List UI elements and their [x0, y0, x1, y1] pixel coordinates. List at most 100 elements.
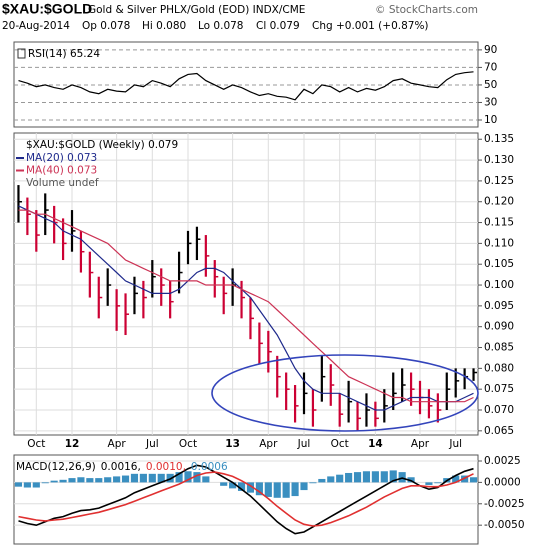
histogram-bar — [425, 482, 433, 485]
histogram-bar — [139, 473, 147, 483]
moving-average — [18, 209, 474, 403]
histogram-bar — [309, 482, 317, 484]
y-tick-label: 10 — [484, 114, 497, 126]
macd-line — [18, 464, 474, 535]
panel-frame — [13, 132, 479, 436]
histogram-bar — [389, 470, 397, 483]
legend-title: $XAU:$GOLD (Weekly) 0.079 — [26, 139, 178, 151]
x-tick-label: Apr — [259, 438, 278, 450]
x-tick-label: 14 — [368, 438, 383, 450]
histogram-bar — [434, 482, 442, 484]
x-tick-label: Jul — [297, 438, 311, 450]
index-name: Gold & Silver PHLX/Gold (EOD) INDX/CME — [88, 4, 305, 16]
y-tick-label: 0.080 — [484, 362, 514, 374]
symbol: $XAU:$GOLD — [2, 1, 92, 17]
x-tick-label: 13 — [225, 438, 240, 450]
histogram-bar — [345, 472, 353, 483]
histogram-bar — [237, 482, 246, 491]
histogram-bar — [246, 482, 255, 493]
histogram-bar — [318, 478, 326, 483]
histogram-bar — [291, 482, 299, 497]
x-tick-label: Apr — [411, 438, 430, 450]
legend-entry: 0.0010, — [146, 461, 186, 473]
histogram-bar — [113, 476, 121, 483]
y-tick-label: 30 — [484, 96, 497, 108]
histogram-bar — [121, 475, 130, 483]
x-tick-label: Jul — [145, 438, 159, 450]
histogram-bar — [193, 472, 201, 483]
panel-title: RSI(14) 65.24 — [28, 48, 100, 60]
histogram-bar — [184, 471, 192, 483]
y-tick-label: 0.100 — [484, 279, 514, 291]
x-tick-label: Jul — [448, 438, 462, 450]
macd-line — [18, 471, 474, 527]
x-tick-label: Oct — [27, 438, 45, 450]
y-tick-label: 0.0025 — [484, 455, 521, 467]
y-tick-label: 0.090 — [484, 321, 514, 333]
histogram-bar — [398, 472, 406, 483]
legend-entry: 0.0016, — [101, 461, 141, 473]
histogram-bar — [202, 476, 210, 483]
volume-label: Volume undef — [26, 177, 99, 189]
histogram-bar — [469, 477, 478, 483]
y-tick-label: 0.135 — [484, 133, 514, 145]
histogram-bar — [336, 474, 344, 483]
histogram-bar — [273, 482, 281, 498]
histogram-bar — [32, 482, 40, 488]
x-tick-label: 12 — [65, 438, 80, 450]
histogram-bar — [282, 482, 290, 498]
low: Lo 0.078 — [198, 20, 244, 32]
close: Cl 0.079 — [256, 20, 300, 32]
histogram-bar — [77, 477, 85, 483]
histogram-bar — [452, 475, 460, 483]
y-tick-label: 0.105 — [484, 258, 514, 270]
histogram-bar — [380, 471, 388, 483]
legend-entry: MA(20) 0.073 — [26, 152, 97, 164]
histogram-bar — [175, 472, 183, 483]
histogram-bar — [229, 482, 237, 489]
y-tick-label: 0.130 — [484, 154, 514, 166]
histogram-bar — [104, 477, 112, 483]
open: Op 0.078 — [82, 20, 130, 32]
y-tick-label: 0.115 — [484, 217, 514, 229]
histogram-bar — [95, 478, 103, 483]
histogram-bar — [130, 473, 139, 483]
moving-average — [18, 205, 474, 411]
histogram-bar — [255, 482, 263, 496]
y-tick-label: 0.075 — [484, 383, 514, 395]
y-tick-label: 0.095 — [484, 300, 514, 312]
histogram-bar — [327, 476, 335, 483]
y-tick-label: -0.0025 — [484, 498, 525, 510]
x-tick-label: Apr — [108, 438, 127, 450]
source: © StockCharts.com — [375, 4, 478, 16]
histogram-bar — [41, 482, 49, 484]
y-tick-label: 0.120 — [484, 196, 514, 208]
histogram-bar — [371, 471, 379, 483]
y-tick-label: 90 — [484, 44, 497, 56]
y-tick-label: 0.065 — [484, 425, 514, 437]
annotation-ellipse — [211, 354, 479, 432]
histogram-bar — [300, 482, 308, 491]
rsi-line — [18, 71, 474, 101]
histogram-bar — [407, 477, 415, 483]
x-tick-label: Oct — [331, 438, 349, 450]
histogram-bar — [353, 472, 362, 483]
legend-icon — [17, 48, 26, 59]
histogram-bar — [86, 478, 94, 483]
x-tick-label: Oct — [179, 438, 197, 450]
y-tick-label: 0.070 — [484, 404, 514, 416]
histogram-bar — [50, 480, 58, 483]
y-tick-label: 0.0000 — [484, 476, 521, 488]
panel-title: MACD(12,26,9) 0.0016, 0.0010, 0.0006 — [16, 461, 228, 473]
y-tick-label: 0.110 — [484, 237, 514, 249]
y-tick-label: 0.085 — [484, 342, 514, 354]
histogram-bar — [264, 482, 272, 497]
histogram-bar — [362, 471, 371, 483]
histogram-bar — [148, 473, 156, 483]
y-tick-label: 0.125 — [484, 175, 514, 187]
high: Hi 0.080 — [142, 20, 186, 32]
histogram-bar — [68, 478, 76, 483]
legend-entry: 0.0006 — [191, 461, 228, 473]
